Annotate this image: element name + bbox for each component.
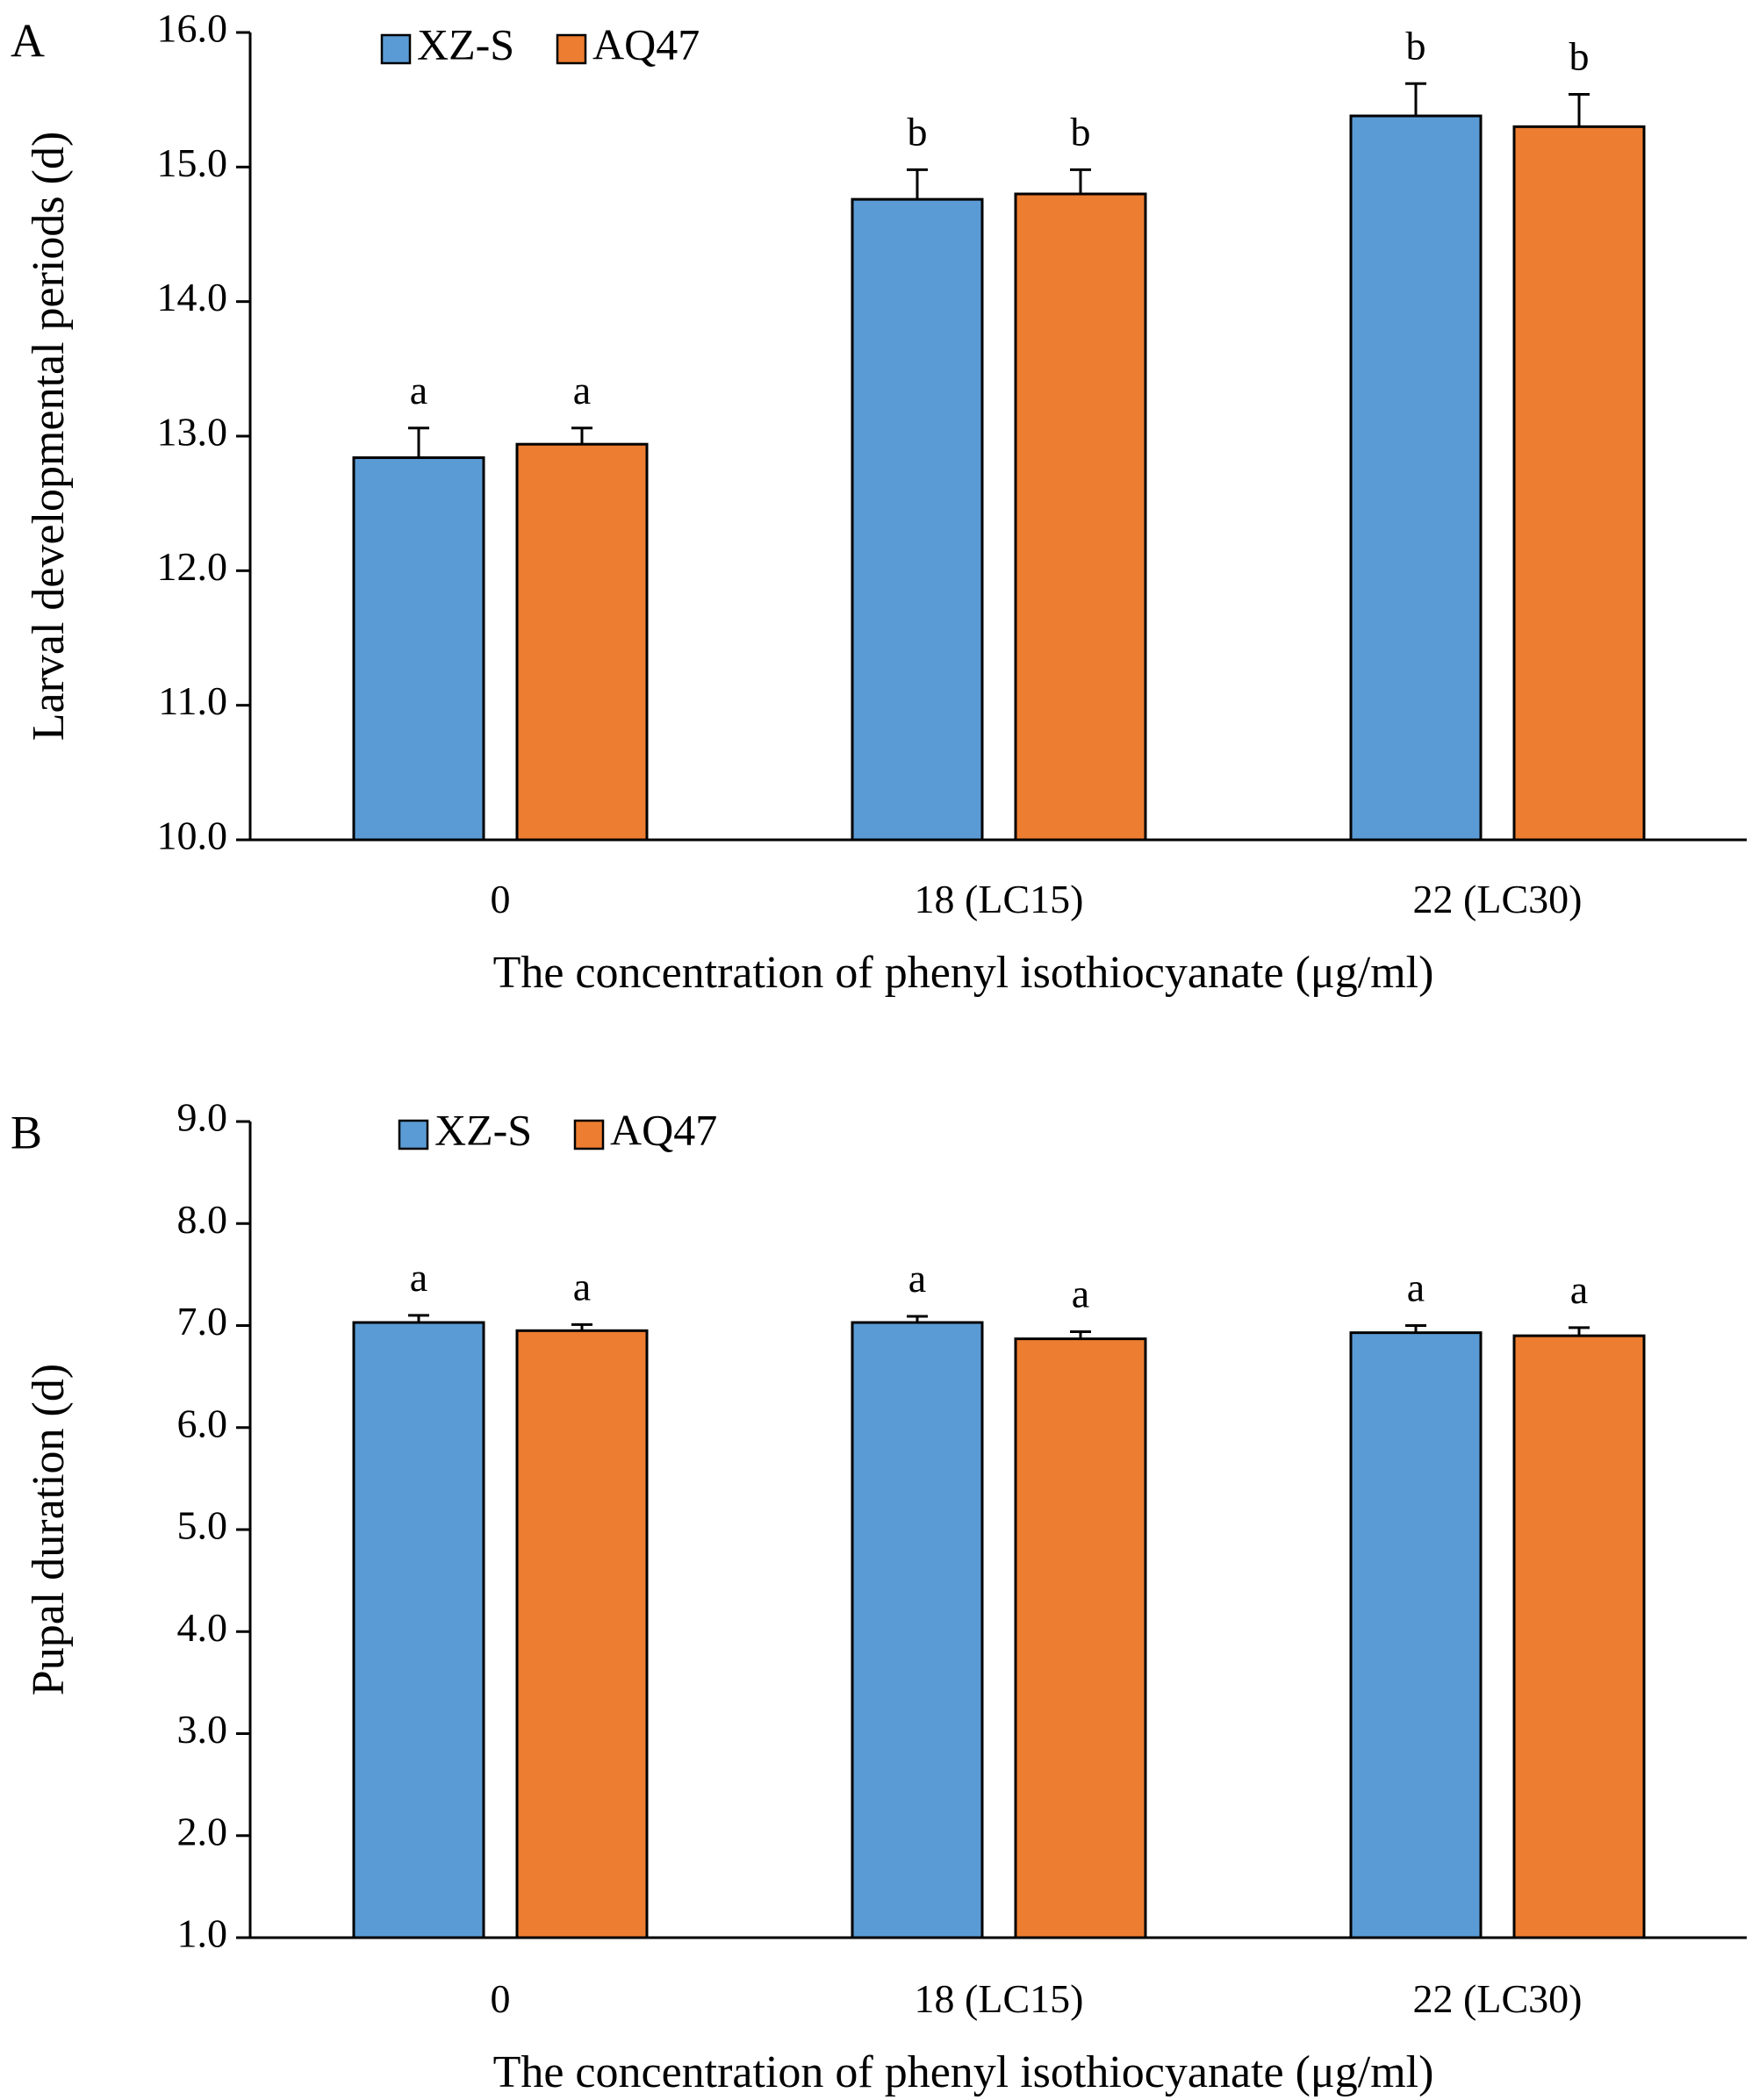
y-tick-label: 7.0 <box>177 1299 228 1344</box>
legend-label: AQ47 <box>592 19 700 68</box>
bar <box>1349 1331 1483 1939</box>
significance-label: a <box>1570 1267 1588 1312</box>
significance-label: b <box>1071 109 1091 154</box>
legend-swatch <box>573 1119 605 1150</box>
significance-label: a <box>410 1255 427 1300</box>
y-tick-label: 12.0 <box>157 544 228 589</box>
y-tick-label: 9.0 <box>177 1095 228 1140</box>
y-tick-label: 2.0 <box>177 1809 228 1853</box>
significance-label: a <box>410 368 427 412</box>
bar <box>1014 192 1147 842</box>
x-axis-title: The concentration of phenyl isothiocyana… <box>493 948 1434 998</box>
y-tick-label: 3.0 <box>177 1707 228 1752</box>
y-tick-label: 13.0 <box>157 410 228 455</box>
x-tick-label: 18 (LC15) <box>915 877 1084 921</box>
legend-swatch <box>380 33 412 65</box>
y-tick-label: 14.0 <box>157 275 228 319</box>
bar <box>1512 1334 1646 1939</box>
y-tick-label: 8.0 <box>177 1197 228 1242</box>
y-tick-label: 11.0 <box>158 678 227 723</box>
bar <box>352 456 485 842</box>
y-tick-label: 5.0 <box>177 1503 228 1548</box>
y-axis-title: Pupal duration (d) <box>24 1364 74 1695</box>
y-tick-label: 16.0 <box>157 6 228 51</box>
x-axis-title: The concentration of phenyl isothiocyana… <box>493 2047 1434 2097</box>
y-tick-label: 1.0 <box>177 1911 228 1956</box>
legend-label: AQ47 <box>610 1105 717 1154</box>
bar <box>1014 1337 1147 1939</box>
y-tick-label: 4.0 <box>177 1605 228 1650</box>
panel-label: A <box>11 14 45 67</box>
significance-label: b <box>1569 34 1590 79</box>
significance-label: b <box>908 109 928 154</box>
legend-label: XZ-S <box>417 19 514 68</box>
significance-label: a <box>908 1256 926 1301</box>
bar <box>515 1329 649 1939</box>
x-tick-label: 0 <box>491 1976 511 2021</box>
bar <box>851 197 984 842</box>
bar <box>515 442 649 842</box>
significance-label: a <box>573 1264 591 1308</box>
x-tick-label: 18 (LC15) <box>915 1976 1084 2021</box>
panel-label: B <box>11 1106 42 1158</box>
bar <box>1349 114 1483 842</box>
bar <box>1512 125 1646 842</box>
x-tick-label: 22 (LC30) <box>1413 1976 1583 2021</box>
legend-label: XZ-S <box>434 1105 532 1154</box>
y-tick-label: 15.0 <box>157 140 228 185</box>
bar <box>352 1321 485 1939</box>
y-tick-label: 10.0 <box>157 813 228 858</box>
significance-label: a <box>1072 1271 1089 1315</box>
significance-label: a <box>1407 1265 1425 1310</box>
bar <box>851 1321 984 1939</box>
x-tick-label: 22 (LC30) <box>1413 877 1583 921</box>
legend-swatch <box>556 33 587 65</box>
y-tick-label: 6.0 <box>177 1401 228 1445</box>
x-tick-label: 0 <box>491 877 511 921</box>
significance-label: a <box>573 368 591 412</box>
significance-label: b <box>1406 23 1426 68</box>
legend-swatch <box>398 1119 429 1150</box>
y-axis-title: Larval developmental periods (d) <box>24 132 74 742</box>
